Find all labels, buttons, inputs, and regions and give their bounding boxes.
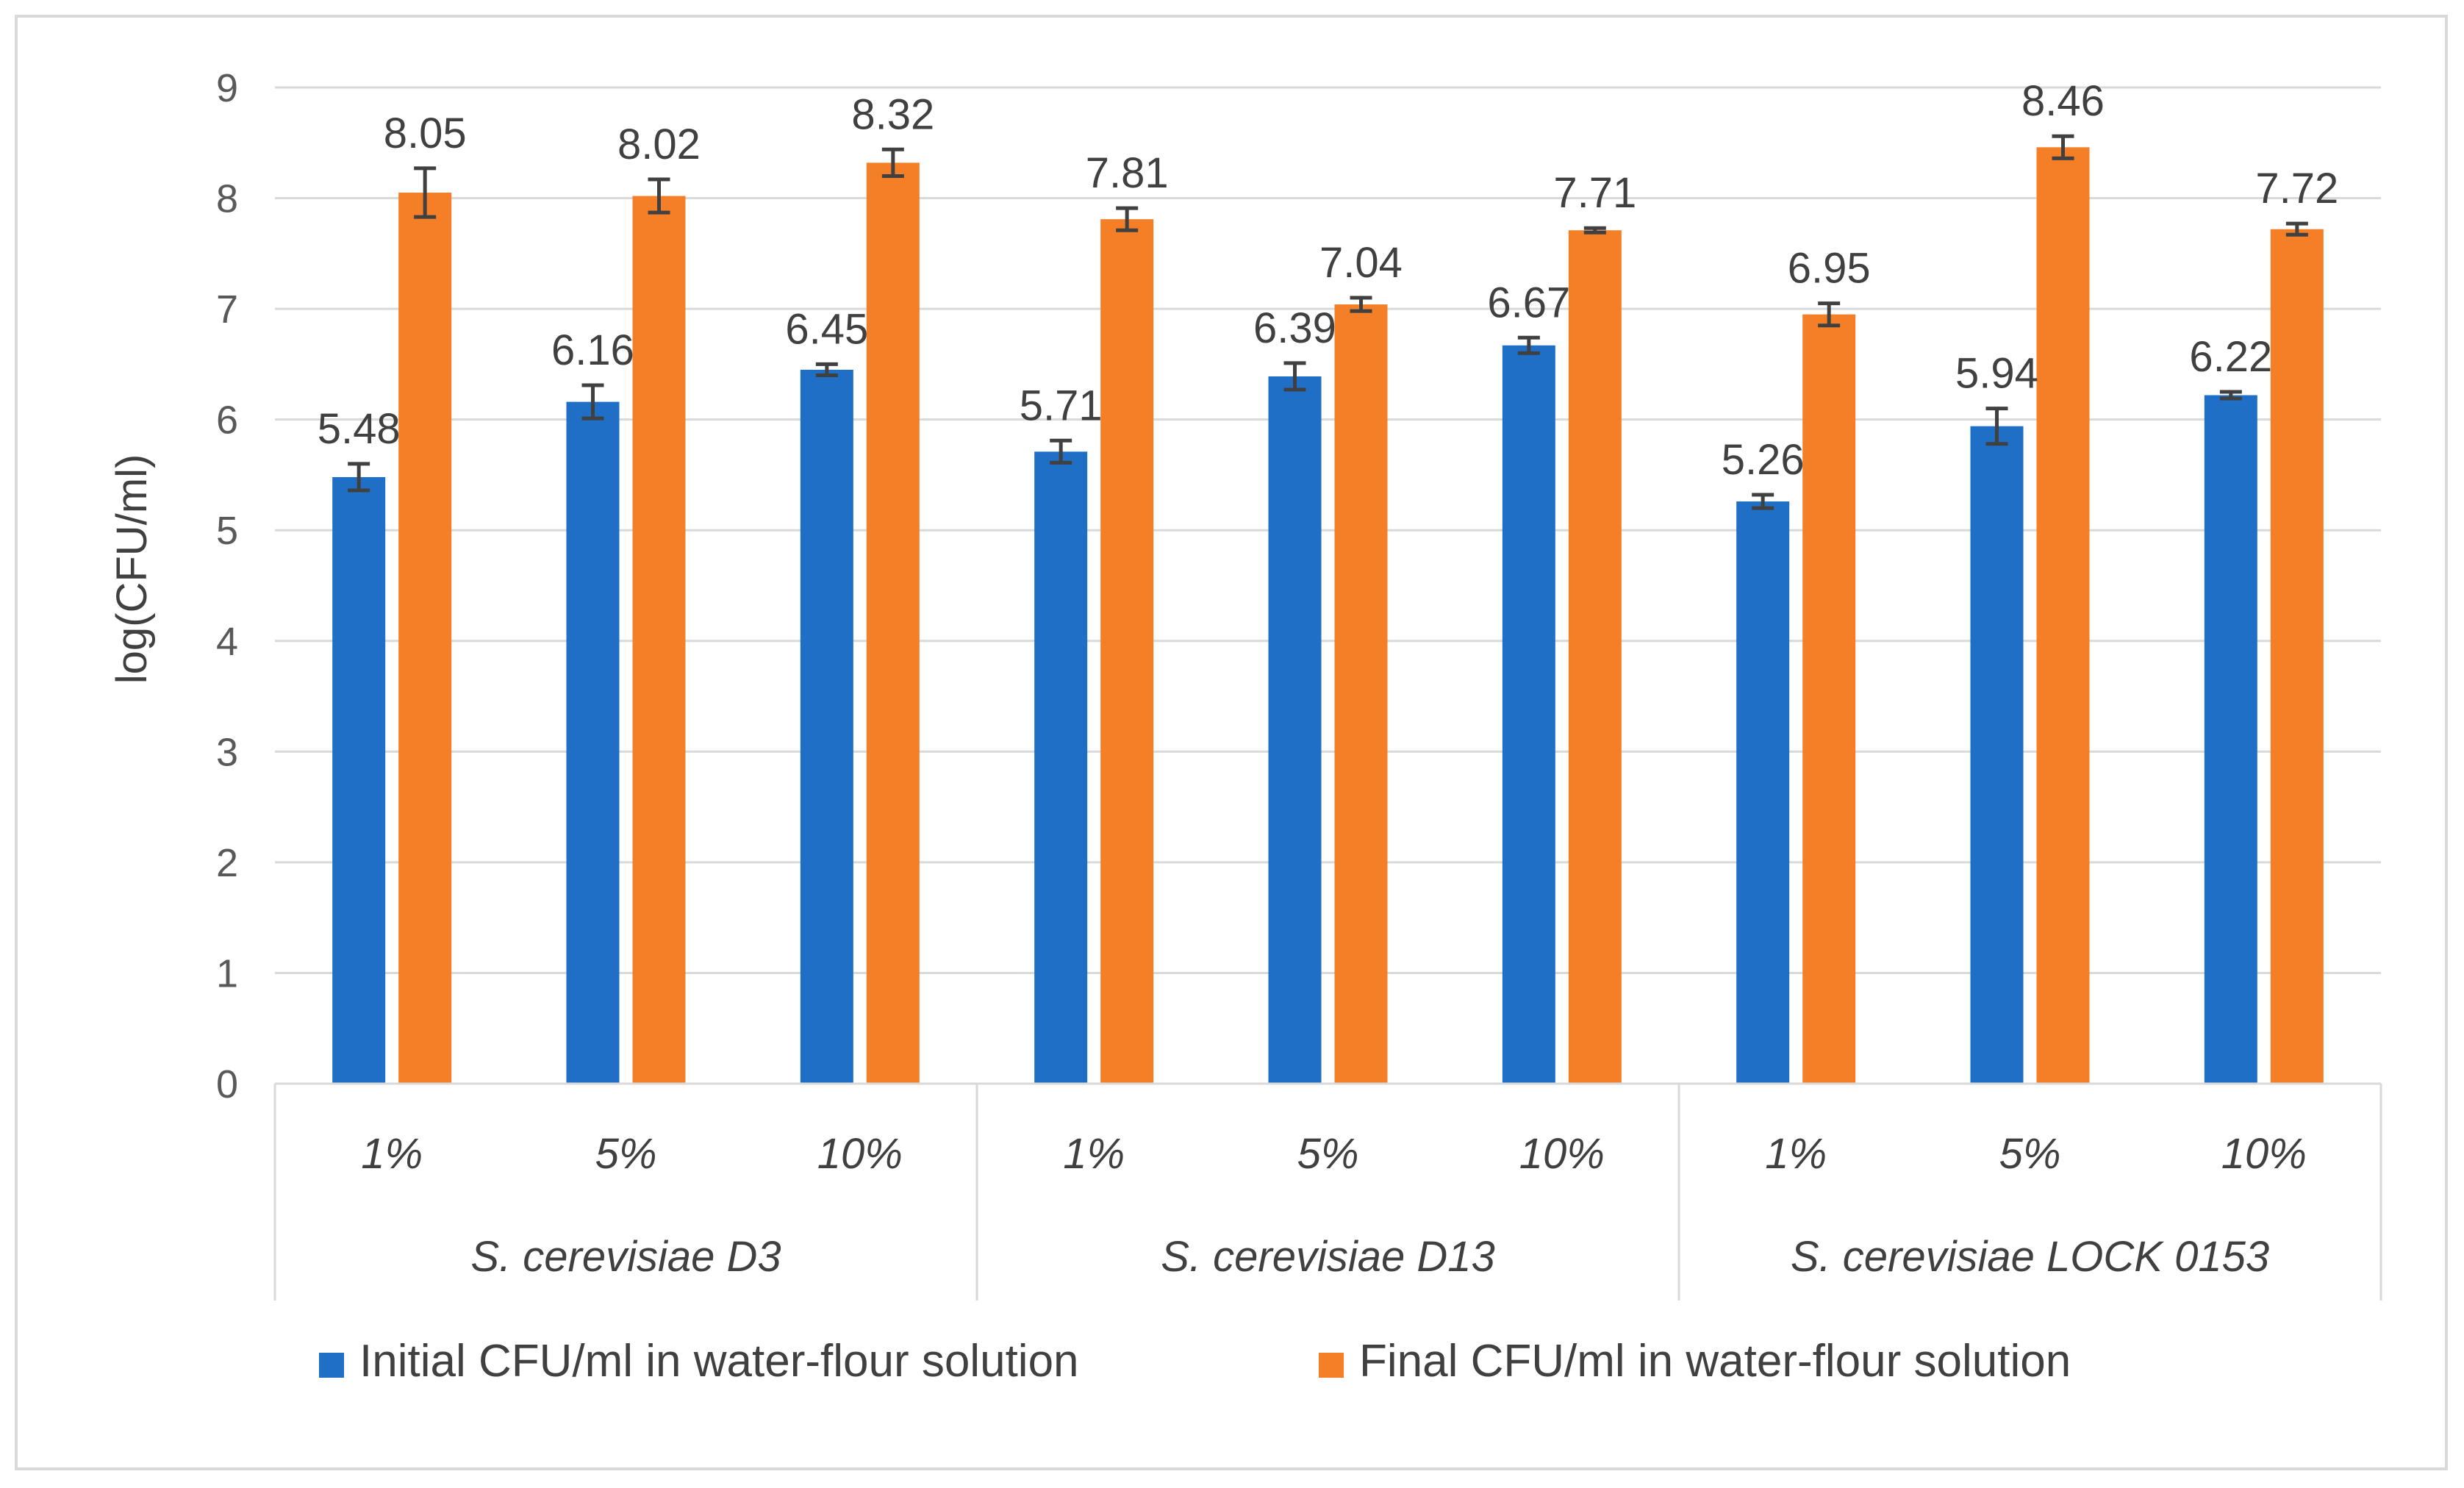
x-group-label: S. cerevisiae D3 xyxy=(470,1233,781,1281)
data-label-initial: 5.48 xyxy=(318,405,401,453)
legend-swatch-initial xyxy=(319,1353,344,1378)
x-category-label: 1% xyxy=(1063,1130,1125,1178)
bar-final xyxy=(1100,219,1154,1084)
data-label-initial: 6.22 xyxy=(2189,333,2272,381)
y-tick-label: 8 xyxy=(216,177,238,221)
y-tick-label: 0 xyxy=(216,1062,238,1106)
error-bars xyxy=(348,134,2308,510)
x-category-label: 5% xyxy=(1999,1130,2061,1178)
bar-initial xyxy=(1736,501,1790,1084)
x-category-label: 5% xyxy=(595,1130,657,1178)
data-label-initial: 6.16 xyxy=(551,326,634,374)
legend-label-initial: Initial CFU/ml in water-flour solution xyxy=(359,1336,1079,1387)
y-tick-label: 6 xyxy=(216,398,238,443)
data-label-final: 8.32 xyxy=(851,90,934,138)
y-tick-label: 3 xyxy=(216,730,238,774)
y-tick-label: 4 xyxy=(216,620,238,664)
bars xyxy=(332,147,2324,1084)
x-category-label: 10% xyxy=(817,1130,903,1178)
y-axis-ticks: 0 1 2 3 4 5 6 7 8 9 xyxy=(216,66,238,1106)
y-axis-title: log(CFU/ml) xyxy=(108,454,156,684)
data-label-initial: 6.45 xyxy=(785,305,868,353)
x-category-label: 5% xyxy=(1297,1130,1359,1178)
chart-frame: 0 1 2 3 4 5 6 7 8 9 log(CFU/ml) 5.48 8.05 6.16 8.02 6… xyxy=(15,15,2448,1470)
legend-label-final: Final CFU/ml in water-flour solution xyxy=(1359,1336,2071,1387)
data-label-initial: 5.26 xyxy=(1722,436,1805,484)
bar-initial xyxy=(1034,451,1088,1084)
bar-final xyxy=(866,162,920,1084)
legend-swatch-final xyxy=(1319,1353,1344,1378)
y-tick-label: 1 xyxy=(216,951,238,995)
data-label-final: 6.95 xyxy=(1788,245,1871,293)
bar-final xyxy=(632,196,686,1084)
data-label-final: 8.05 xyxy=(384,110,467,157)
y-tick-label: 2 xyxy=(216,841,238,885)
bar-initial xyxy=(800,369,853,1084)
bar-initial xyxy=(1268,376,1322,1084)
data-label-initial: 5.71 xyxy=(1020,382,1103,429)
bar-initial xyxy=(332,476,386,1084)
data-label-final: 7.04 xyxy=(1319,239,1403,287)
bar-initial xyxy=(1502,345,1555,1084)
data-label-final: 7.72 xyxy=(2255,165,2338,212)
x-category-label: 10% xyxy=(1519,1130,1605,1178)
bar-final xyxy=(398,193,452,1084)
bar-final xyxy=(2036,147,2090,1084)
y-tick-label: 5 xyxy=(216,509,238,553)
legend: Initial CFU/ml in water-flour solution Fi… xyxy=(319,1336,2071,1387)
x-group-label: S. cerevisiae LOCK 0153 xyxy=(1791,1233,2269,1281)
data-label-initial: 6.39 xyxy=(1253,304,1336,352)
y-tick-label: 7 xyxy=(216,287,238,332)
gridlines xyxy=(275,86,2381,974)
bar-initial xyxy=(566,401,620,1084)
data-label-final: 7.81 xyxy=(1086,149,1169,197)
data-label-final: 8.02 xyxy=(617,121,701,168)
y-tick-label: 9 xyxy=(216,66,238,110)
bar-initial xyxy=(1970,426,2024,1084)
data-label-final: 7.71 xyxy=(1553,169,1636,217)
bar-final xyxy=(2270,229,2324,1084)
x-category-label: 1% xyxy=(361,1130,423,1178)
data-labels: 5.48 8.05 6.16 8.02 6.45 8.32 5.71 7.81 6.39 7.04… xyxy=(318,77,2339,484)
bar-final xyxy=(1802,314,1856,1084)
x-group-label: S. cerevisiae D13 xyxy=(1161,1233,1495,1281)
bar-final xyxy=(1334,304,1388,1084)
bar-final xyxy=(1568,230,1622,1084)
x-category-label: 10% xyxy=(2221,1130,2307,1178)
data-label-initial: 5.94 xyxy=(1955,350,2038,398)
x-axis: 1% 5% 10% S. cerevisiae D3 1% 5% 10% S. cerevis… xyxy=(273,1082,2382,1301)
data-label-final: 8.46 xyxy=(2021,77,2105,125)
x-category-label: 1% xyxy=(1765,1130,1827,1178)
bar-chart: 0 1 2 3 4 5 6 7 8 9 log(CFU/ml) 5.48 8.05 6.16 8.02 6… xyxy=(108,66,2382,1387)
bar-initial xyxy=(2204,395,2257,1084)
data-label-initial: 6.67 xyxy=(1487,279,1570,326)
